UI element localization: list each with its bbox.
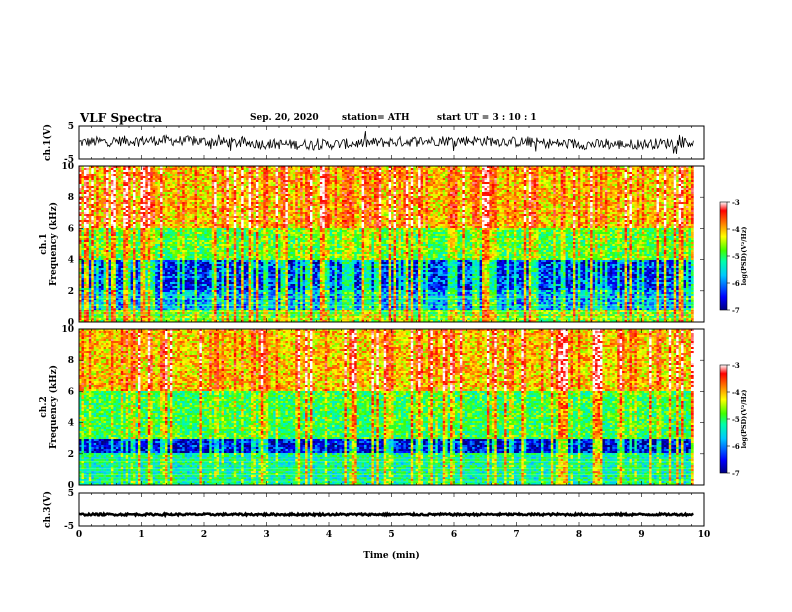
x-tick-label: 4 [326, 530, 332, 540]
waveform-trace [78, 131, 694, 154]
y-axis-label: ch.1 [39, 233, 49, 254]
x-axis-label: Time (min) [363, 550, 420, 561]
y-tick-label: 8 [68, 193, 74, 203]
colorbar-tick-label: -7 [732, 469, 740, 478]
x-tick-label: 8 [576, 530, 582, 540]
x-tick-label: 5 [388, 530, 394, 540]
x-tick-label: 6 [451, 530, 457, 540]
y-axis-label: ch.1(V) [42, 124, 53, 161]
y-tick-label: 4 [68, 256, 74, 266]
y-tick-label: 2 [68, 287, 74, 297]
x-tick-label: 3 [263, 530, 269, 540]
figure-title: VLF Spectra [80, 111, 162, 125]
colorbar-tick-label: -6 [732, 279, 740, 288]
colorbar-label: log(PSD)(V²/Hz) [740, 390, 748, 449]
y-axis-label: Frequency (kHz) [48, 202, 59, 286]
x-tick-label: 0 [76, 530, 82, 540]
x-tick-label: 2 [201, 530, 207, 540]
colorbar-tick-label: -5 [732, 252, 740, 261]
y-tick-label: 5 [68, 489, 74, 499]
colorbar-tick-label: -4 [732, 388, 740, 397]
colorbar-tick-label: -7 [732, 306, 740, 315]
spectrogram-cells [79, 166, 694, 323]
x-tick-label: 1 [138, 530, 144, 540]
colorbar-tick-label: -5 [732, 415, 740, 424]
y-tick-label: 10 [61, 325, 74, 335]
y-tick-label: 8 [68, 356, 74, 366]
colorbar-2 [719, 364, 728, 474]
colorbar-1 [719, 201, 728, 311]
x-tick-label: 9 [638, 530, 644, 540]
y-axis-label: ch.2 [39, 396, 49, 417]
colorbar-tick-label: -6 [732, 442, 740, 451]
panel-frame-1 [78, 125, 705, 160]
x-tick-label: 10 [698, 530, 711, 540]
y-tick-label: 5 [68, 122, 74, 132]
y-tick-label: 0 [68, 481, 74, 491]
y-tick-label: 0 [68, 318, 74, 328]
y-tick-label: -5 [64, 522, 74, 532]
waveform-trace [78, 510, 694, 519]
start-time-label: start UT = 3 : 10 : 1 [437, 113, 537, 123]
colorbar-label: log(PSD)(V²/Hz) [740, 227, 748, 286]
station-label: station= ATH [342, 113, 410, 123]
y-tick-label: 2 [68, 450, 74, 460]
y-tick-label: 6 [68, 387, 74, 397]
x-tick-label: 7 [513, 530, 519, 540]
y-tick-label: 10 [61, 162, 74, 172]
colorbar-tick-label: -3 [732, 198, 740, 207]
y-tick-label: 4 [68, 419, 74, 429]
y-axis-label: Frequency (kHz) [48, 365, 59, 449]
y-axis-label: ch.3(V) [42, 491, 53, 528]
panel-frame-4 [78, 492, 705, 527]
y-tick-label: -5 [64, 155, 74, 165]
colorbar-tick-label: -3 [732, 361, 740, 370]
spectrogram-cells [79, 329, 694, 486]
y-tick-label: 6 [68, 224, 74, 234]
colorbar-tick-label: -4 [732, 225, 740, 234]
date-label: Sep. 20, 2020 [250, 113, 319, 123]
